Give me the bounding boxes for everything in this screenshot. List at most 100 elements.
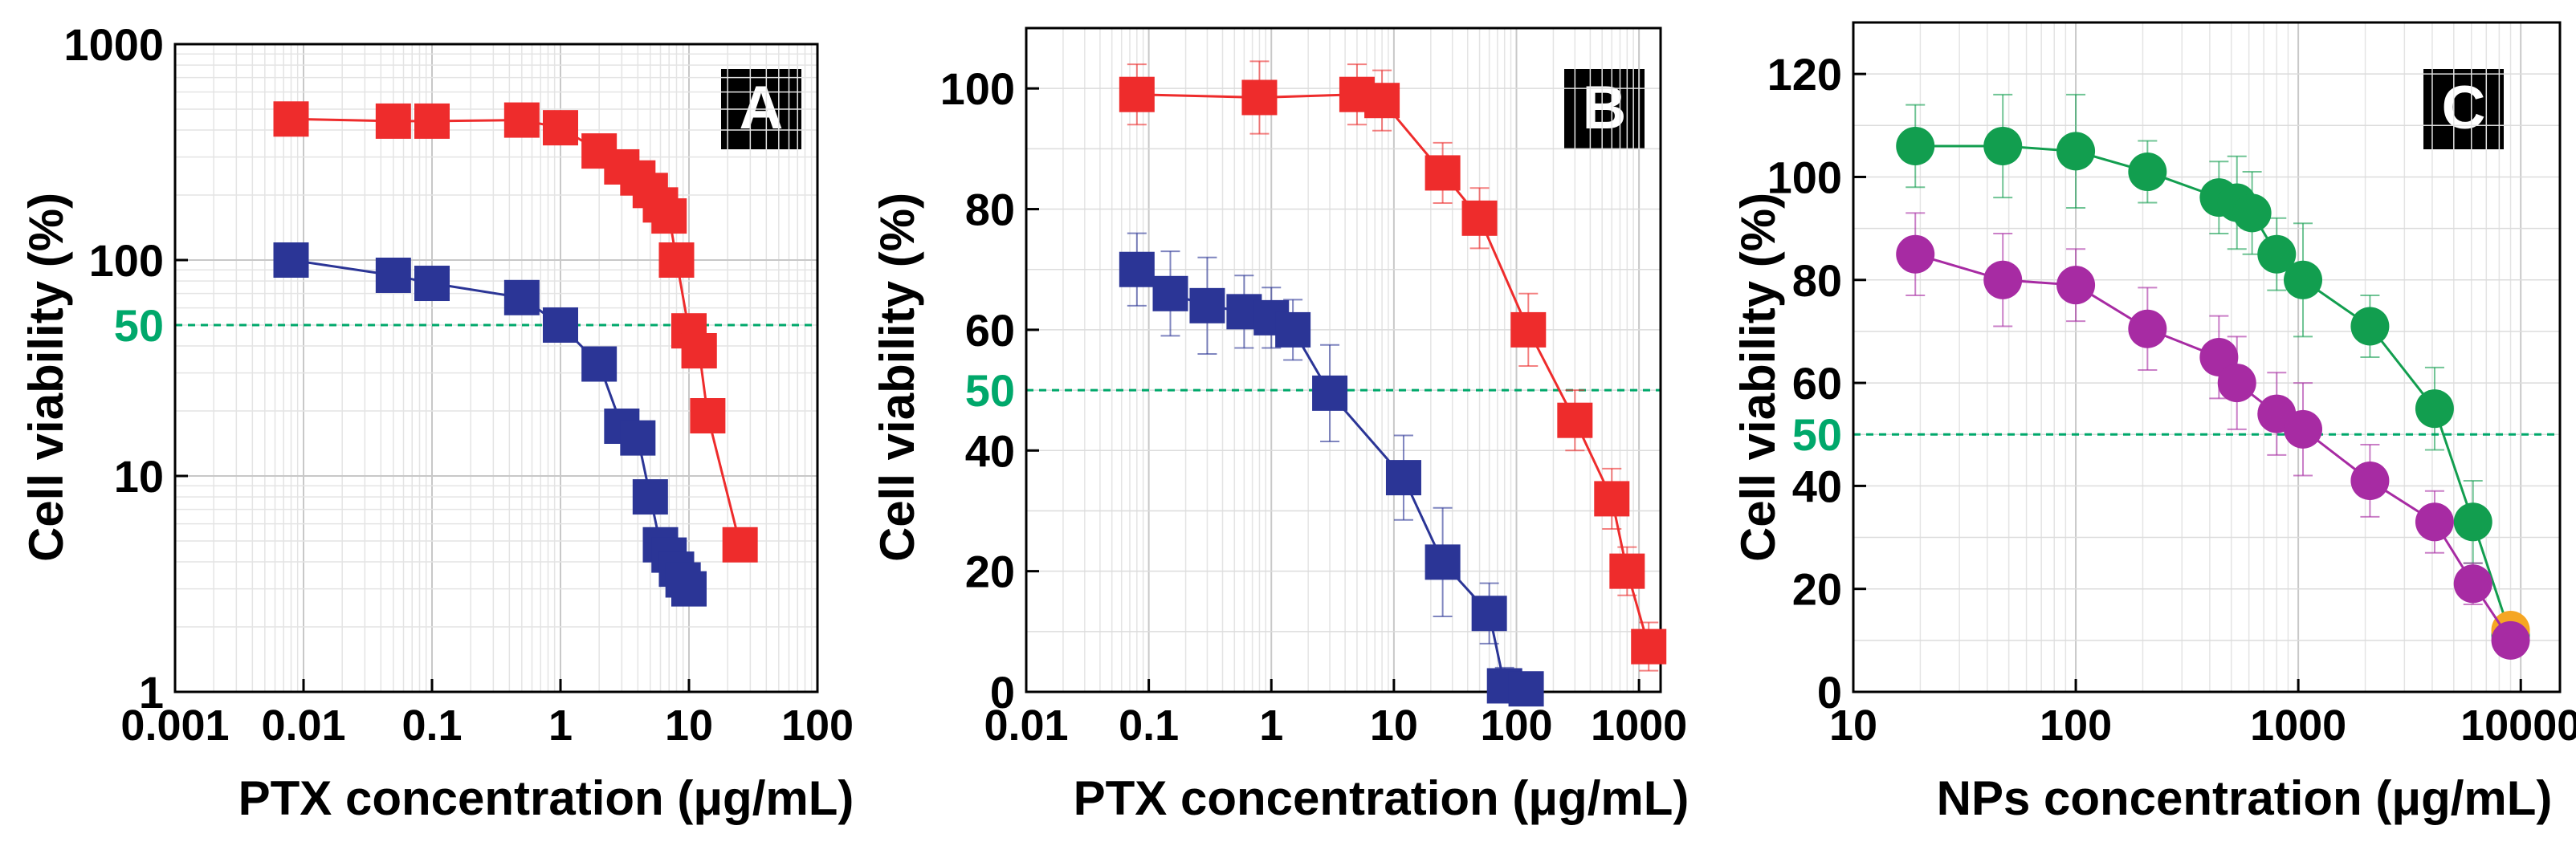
data-point [2056,132,2096,171]
series-red-tail [681,333,758,563]
panel-b-xlabel: PTX concentration (μg/mL) [1074,771,1689,825]
data-point [1241,79,1278,116]
data-point [1557,402,1593,438]
data-point [632,479,668,515]
y-tick-label: 60 [1792,358,1842,409]
y-tick-label: 10 [114,451,164,502]
panel-a-xlabel: PTX concentration (μg/mL) [238,771,854,825]
panel-2-grid [1853,22,2560,692]
data-point [1425,544,1461,580]
x-tick-label: 100 [1480,702,1552,750]
data-point [581,346,618,382]
x-tick-label: 1 [1259,702,1283,750]
y-tick-label: 80 [965,185,1015,235]
data-point [2350,307,2390,346]
data-point [1631,628,1667,665]
data-point [503,102,540,138]
x-tick-label: 0.1 [401,702,462,750]
plot-frame [1852,21,2562,693]
data-point [1508,671,1544,707]
data-point [671,571,707,607]
data-point [543,307,578,343]
data-point [1896,234,1935,274]
panel-c-ylabel: Cell viability (%) [1731,193,1785,562]
plot-frame [173,43,819,693]
data-point [681,333,717,369]
data-point [722,527,758,563]
panel-a-chart: Cell viability (%) PTX concentration (μg… [19,19,854,825]
data-point [2217,364,2256,403]
panel-c-label-box: C [2423,69,2504,149]
data-point [1461,200,1498,236]
panel-b-ylabel: Cell viability (%) [870,193,924,562]
data-point [1275,311,1311,348]
data-point [2128,152,2167,192]
panel-c-label: C [2442,74,2486,142]
y-tick-label: 20 [1792,564,1842,615]
data-point [1983,260,2023,299]
data-point [414,103,450,139]
data-point [620,420,656,456]
data-point [2453,502,2492,542]
data-point [658,242,695,278]
data-point [2257,234,2297,274]
y-tick-label: 100 [1767,152,1842,202]
x-tick-label: 10000 [2460,702,2576,750]
data-point [414,266,450,302]
data-point [690,398,726,434]
data-point [2056,266,2096,305]
panel-a-ylabel: Cell viability (%) [19,193,73,562]
x-tick-label: 0.1 [1119,702,1179,750]
plot-frame [1025,26,1662,693]
series-blue [1119,232,1544,707]
data-point [1364,83,1400,119]
x-tick-label: 0.001 [120,702,229,750]
data-point [1983,126,2023,165]
y-tick-label: 100 [940,63,1015,114]
data-point [1896,126,1935,165]
x-tick-label: 100 [2040,702,2112,750]
y-tick-label: 1 [139,667,164,718]
data-point [1609,553,1645,589]
series-line [1136,93,1650,648]
y-tick-label: 120 [1767,49,1842,100]
x-tick-label: 0.01 [261,702,345,750]
panel-1-grid [1026,28,1661,692]
x-tick-label: 100 [781,702,854,750]
data-point [651,198,687,234]
y-tick-label: 1000 [63,19,164,70]
data-point [273,242,309,278]
x-tick-label: 1000 [2250,702,2346,750]
series-red [1119,60,1667,672]
y-tick-label: 60 [965,305,1015,356]
data-point [273,101,309,137]
y-tick-label: 80 [1792,255,1842,306]
y-tick-label: 40 [1792,461,1842,511]
data-point [2415,389,2454,429]
data-point [375,257,411,293]
y-tick-label: 20 [965,547,1015,597]
y-tick-label: 100 [89,235,164,286]
data-point [1510,311,1547,348]
panel-c-xlabel: NPs concentration (μg/mL) [1937,771,2553,825]
data-point [1594,481,1630,517]
x-tick-label: 1000 [1591,702,1687,750]
data-point [1152,275,1188,311]
data-point [2453,564,2492,604]
panel-b-label-box: B [1564,69,1645,149]
series-line [1914,253,2512,641]
data-point [1471,596,1507,632]
data-point [2128,309,2167,348]
data-point [1385,460,1421,496]
data-point [2491,620,2530,660]
reference-line-label: 50 [1792,409,1842,460]
x-tick-label: 10 [1370,702,1418,750]
reference-line-label: 50 [114,300,164,351]
data-point [543,110,578,146]
data-point [1119,76,1155,112]
data-point [503,279,540,315]
data-point [2415,502,2454,542]
data-point [2232,193,2272,233]
data-point [2284,260,2323,299]
panel-b-chart: Cell viability (%) PTX concentration (μg… [870,26,1689,825]
